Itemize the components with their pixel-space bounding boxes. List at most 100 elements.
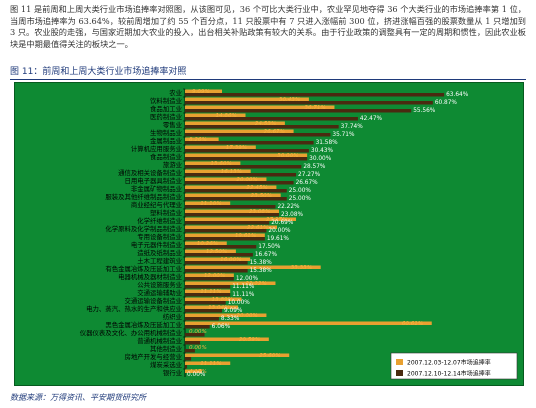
category-label: 仪器仪表及文化、办公用机械制造业	[80, 328, 183, 337]
data-label-curr: 15.38%	[250, 260, 273, 266]
data-label-prev: 10.26%	[197, 241, 218, 247]
category-label: 商业经纪与代理业	[131, 200, 183, 209]
bar-prev-week	[185, 169, 251, 173]
data-label-curr: 27.27%	[298, 172, 321, 178]
bar-curr-week	[185, 357, 192, 361]
data-label-prev: 24.53%	[255, 121, 276, 127]
data-label-prev: 20.00%	[236, 177, 257, 183]
figure-caption: 图 11：前周和上周大类行业市场追捧率对照	[10, 64, 526, 80]
chart-area: 农业 9.09% 63.64% 饮料制造业 30.43% 60.87% 食品加工业 36.71…	[14, 82, 524, 386]
bar-prev-week	[185, 321, 432, 325]
bar-prev-week	[185, 249, 236, 253]
data-label-prev: 13.60%	[210, 161, 231, 167]
category-label: 日用电子器具制造业	[124, 176, 182, 185]
category-label: 有色金属冶炼及压延加工业	[105, 264, 182, 273]
bar-curr-week	[185, 309, 223, 313]
data-label-curr: 11.11%	[232, 284, 255, 290]
data-label-prev: 23.50%	[251, 193, 272, 199]
data-label-prev: 12.50%	[206, 249, 227, 255]
bar-curr-week	[185, 205, 276, 209]
bar-prev-week	[185, 217, 297, 221]
data-label-prev: 11.10%	[200, 201, 221, 207]
data-label-prev: 14.86%	[216, 113, 237, 119]
data-label-prev: 13.89%	[212, 297, 233, 303]
data-label-curr: 20.00%	[268, 228, 291, 234]
data-label-curr: 25.00%	[289, 196, 312, 202]
bar-prev-week	[185, 225, 278, 229]
data-label-curr: 60.87%	[435, 100, 458, 106]
bar-prev-week	[185, 145, 256, 149]
bar-prev-week	[185, 305, 239, 309]
bar-curr-week	[185, 133, 331, 137]
bar-prev-week	[185, 97, 309, 101]
legend-label-prev: 2007.12.03-12.07市场追捧率	[407, 359, 491, 367]
category-label: 非金属矿物制品业	[131, 184, 183, 193]
bar-curr-week	[185, 333, 205, 337]
bar-curr-week	[185, 125, 339, 129]
bar-chart: 农业 9.09% 63.64% 饮料制造业 30.43% 60.87% 食品加工业 36.71…	[80, 88, 518, 380]
data-label-prev: 19.61%	[235, 233, 256, 239]
bar-prev-week	[185, 353, 290, 357]
category-label: 煤炭采选业	[150, 360, 183, 369]
bar-prev-week	[185, 137, 219, 141]
category-label: 医药制造业	[150, 112, 183, 121]
category-label: 银行业	[163, 368, 183, 377]
data-label-curr: 20.69%	[271, 220, 294, 226]
bar-prev-week	[185, 201, 231, 205]
bar-curr-week	[185, 181, 294, 185]
data-label-prev: 22.45%	[246, 185, 267, 191]
category-label: 纺织业	[163, 312, 183, 321]
bar-curr-week	[185, 269, 248, 273]
bar-prev-week	[185, 281, 276, 285]
legend-label-curr: 2007.12.10-12.14市场追捧率	[407, 370, 491, 378]
data-label-prev: 0.00%	[189, 329, 207, 335]
bar-prev-week	[185, 113, 246, 117]
category-label: 土木工程建筑业	[137, 256, 182, 265]
category-label: 食品制造业	[150, 152, 183, 161]
bar-curr-week	[185, 229, 267, 233]
data-label-curr: 35.71%	[332, 132, 355, 138]
category-label: 专用设备制造业	[137, 232, 182, 241]
intro-paragraph: 图 11 是前周和上周大类行业市场追捧率对照图，从该图可见，36 个可比大类行业…	[10, 4, 526, 49]
bar-prev-week	[185, 369, 202, 373]
bar-curr-week	[185, 173, 297, 177]
data-label-prev: 60.61%	[402, 321, 423, 327]
bar-prev-week	[185, 265, 321, 269]
bar-curr-week	[185, 141, 314, 145]
bar-curr-week	[185, 101, 433, 105]
category-label: 电力、蒸汽、热水的生产和供应业	[86, 304, 182, 313]
data-label-prev: 30.00%	[277, 153, 298, 159]
category-label: 零售业	[163, 120, 183, 129]
category-label: 房地产开发与经营业	[124, 352, 182, 361]
data-label-prev: 22.22%	[245, 281, 266, 287]
data-label-prev: 12.00%	[204, 273, 225, 279]
bar-curr-week	[185, 213, 279, 217]
data-label-curr: 10.00%	[228, 300, 251, 306]
category-label: 计算机应用服务业	[131, 144, 183, 153]
bar-prev-week	[185, 121, 285, 125]
data-label-prev: 33.33%	[291, 265, 312, 271]
bar-curr-week	[185, 245, 257, 249]
data-label-curr: 0.00%	[187, 372, 206, 378]
legend-swatch-prev	[396, 359, 403, 365]
data-label-curr: 23.08%	[281, 212, 304, 218]
data-label-curr: 63.64%	[446, 92, 469, 98]
bar-curr-week	[185, 301, 226, 305]
category-label: 塑料制造业	[150, 208, 183, 217]
bar-prev-week	[185, 361, 231, 365]
data-label-curr: 19.61%	[267, 236, 290, 242]
category-label: 交通运输设备制造业	[124, 296, 182, 305]
bar-curr-week	[185, 221, 270, 225]
bar-curr-week	[185, 285, 231, 289]
legend-swatch-curr	[396, 370, 403, 376]
category-label: 饮料制造业	[150, 96, 183, 105]
category-label: 化学原料及化学制品制造业	[105, 224, 182, 233]
data-label-prev: 11.11%	[200, 289, 221, 295]
bar-curr-week	[185, 197, 287, 201]
category-label: 交通运输辅助业	[137, 288, 182, 297]
bar-prev-week	[185, 209, 279, 213]
bar-prev-week	[185, 313, 267, 317]
data-label-prev: 23.08%	[249, 209, 270, 215]
source-note: 数据来源：万得资讯、平安期货研究所	[10, 393, 146, 402]
bar-curr-week	[185, 253, 253, 257]
